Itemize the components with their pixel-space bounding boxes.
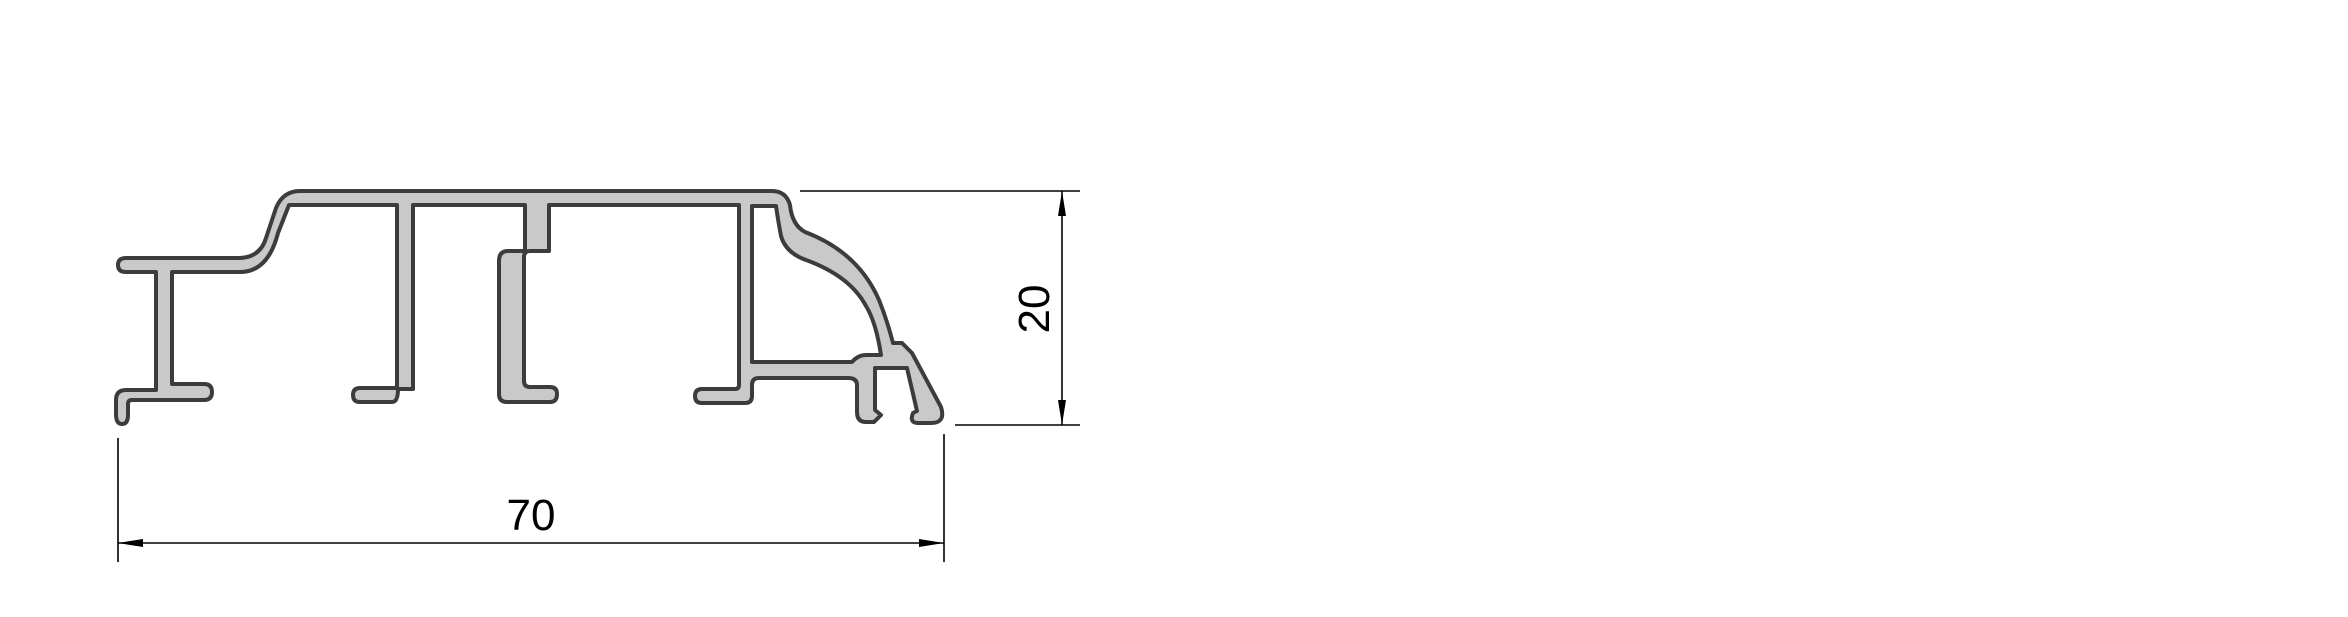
width-arrow-left xyxy=(118,539,143,547)
height-dimension: 20 xyxy=(800,190,1080,426)
width-dimension: 70 xyxy=(117,434,945,562)
profile-hollow-chamber xyxy=(750,204,883,364)
height-dimension-value: 20 xyxy=(1010,285,1059,334)
profile-section xyxy=(114,189,945,426)
width-arrow-right xyxy=(919,539,944,547)
height-arrow-bottom xyxy=(1058,400,1066,425)
width-dimension-value: 70 xyxy=(507,491,556,540)
height-arrow-top xyxy=(1058,191,1066,216)
